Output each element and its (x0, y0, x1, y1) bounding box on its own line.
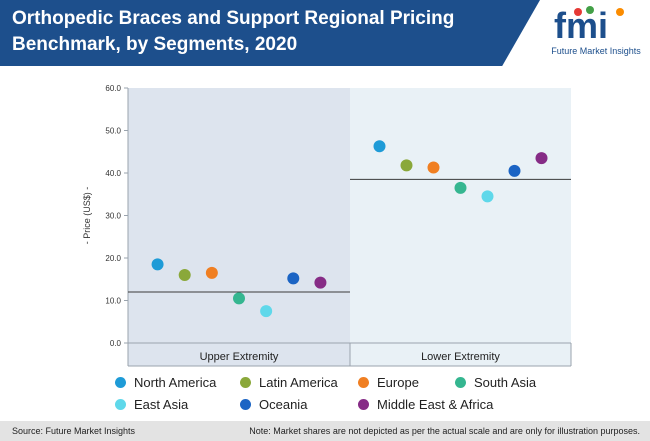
y-tick-label: 10.0 (105, 297, 121, 306)
logo-dot-green (586, 6, 594, 14)
footer-source: Source: Future Market Insights (12, 426, 136, 436)
x-category-label: Lower Extremity (421, 351, 500, 363)
data-point-oceania (508, 164, 521, 177)
y-tick-label: 20.0 (105, 254, 121, 263)
chart-title: Orthopedic Braces and Support Regional P… (12, 8, 455, 55)
y-tick-label: 40.0 (105, 169, 121, 178)
data-point-europe (427, 161, 440, 174)
y-axis-label: - Price (US$) - (82, 187, 92, 245)
header-banner: Orthopedic Braces and Support Regional P… (0, 0, 650, 66)
fmi-logo: fmi Future Market Insights (548, 4, 644, 60)
data-point-oceania (287, 272, 300, 285)
fmi-logo-mark: fmi (554, 5, 624, 46)
data-point-latin-america (400, 159, 413, 172)
footer-bar: Source: Future Market Insights Note: Mar… (0, 421, 650, 441)
data-point-south-asia (454, 181, 467, 194)
y-tick-label: 60.0 (105, 84, 121, 93)
data-point-north-america (373, 140, 386, 153)
data-point-middle-east-africa (314, 276, 327, 289)
data-point-east-asia (481, 190, 494, 203)
data-point-middle-east-africa (535, 152, 548, 165)
data-point-latin-america (178, 269, 191, 281)
data-point-north-america (151, 258, 164, 271)
footer-note: Note: Market shares are not depicted as … (249, 426, 640, 436)
y-tick-label: 50.0 (105, 127, 121, 136)
logo-tagline: Future Market Insights (551, 46, 641, 56)
logo-dot-orange (616, 8, 624, 16)
data-point-south-asia (233, 292, 245, 305)
y-tick-label: 0.0 (110, 339, 122, 348)
logo-dot-red (574, 8, 582, 16)
panel-lower (350, 88, 571, 366)
title-background (0, 0, 540, 66)
data-point-europe (205, 266, 218, 279)
y-tick-label: 30.0 (105, 212, 121, 221)
data-point-east-asia (260, 305, 273, 318)
panel-upper (128, 88, 350, 366)
x-category-label: Upper Extremity (200, 351, 279, 363)
